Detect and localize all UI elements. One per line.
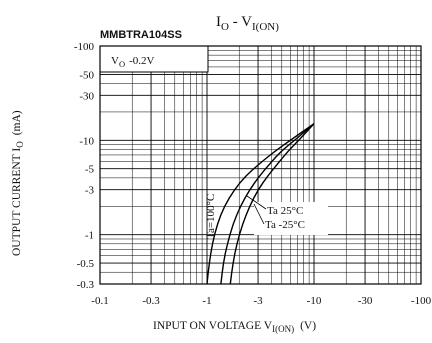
curve-label-leader-minus25c (253, 203, 265, 225)
plot-frame (99, 45, 422, 285)
x-tick-label: -0.3 (142, 295, 160, 307)
x-tick-label: -3 (253, 295, 263, 307)
y-tick-label: -100 (74, 41, 95, 53)
grid (99, 45, 422, 285)
x-tick-label: -1 (202, 295, 211, 307)
chart-title: IO - VI(ON) (216, 14, 279, 33)
y-tick-label: -10 (79, 135, 94, 147)
x-tick-label: -0.1 (91, 295, 108, 307)
curve-label-100c: Ta=100°C (205, 194, 217, 239)
series-line-1 (220, 123, 315, 285)
y-tick-label: -0.3 (77, 279, 95, 291)
x-tick-label: -100 (411, 295, 432, 307)
y-tick-label: -5 (85, 164, 95, 176)
condition-box: VO -0.2V (99, 45, 209, 73)
x-tick-labels: -0.1 -0.3 -1 -3 -10 -30 -100 (91, 295, 431, 307)
y-tick-label: -3 (85, 185, 95, 197)
y-tick-label: -0.5 (77, 258, 95, 270)
y-axis-title: OUTPUT CURRENT IO(mA) (11, 110, 25, 256)
curve-labels: Ta=100°C Ta 25°C Ta -25°C (205, 194, 328, 239)
y-tick-label: -50 (79, 69, 94, 81)
series-line-2 (229, 123, 315, 285)
y-tick-label: -30 (79, 90, 94, 102)
x-axis-title: INPUT ON VOLTAGE VI(ON) (V) (153, 320, 316, 334)
series-line-0 (206, 123, 315, 285)
x-tick-label: -10 (307, 295, 322, 307)
curves (206, 123, 315, 285)
y-tick-label: -1 (85, 230, 94, 242)
y-tick-labels: -100 -50 -30 -10 -5 -3 -1 -0.5 -0.3 (74, 41, 95, 291)
condition-label: VO -0.2V (111, 55, 155, 69)
curve-label-minus25c: Ta -25°C (265, 219, 305, 231)
x-tick-label: -30 (358, 295, 373, 307)
curve-label-25c: Ta 25°C (267, 205, 303, 217)
part-number: MMBTRA104SS (100, 29, 182, 41)
curve-label-leader-25c (246, 195, 267, 210)
